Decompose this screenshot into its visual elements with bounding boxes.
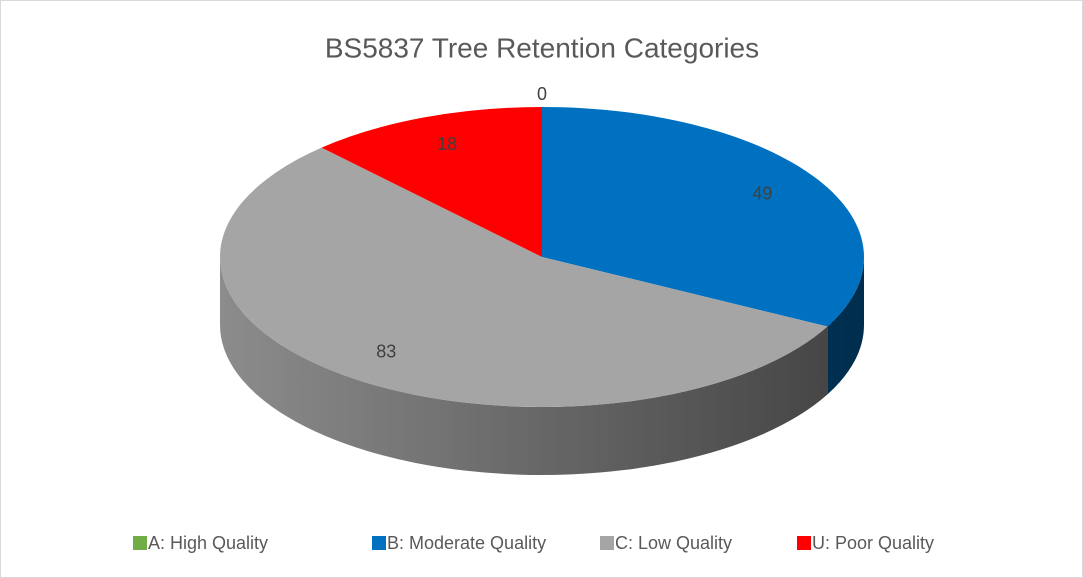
slice: [542, 107, 865, 327]
legend-swatch: [797, 536, 811, 550]
legend-label: U: Poor Quality: [812, 533, 934, 553]
data-label: 83: [376, 341, 396, 361]
data-label: 49: [752, 184, 772, 204]
legend-label: A: High Quality: [148, 533, 268, 553]
slice: [321, 107, 542, 257]
data-label: 18: [437, 134, 457, 154]
data-label: 0: [537, 84, 547, 104]
slice: [220, 147, 828, 407]
legend-label: C: Low Quality: [615, 533, 732, 553]
legend-swatch: [133, 536, 147, 550]
slice-side: [827, 257, 865, 395]
legend-swatch: [600, 536, 614, 550]
legend-swatch: [372, 536, 386, 550]
legend-label: B: Moderate Quality: [387, 533, 546, 553]
slice-side: [220, 257, 828, 476]
chart-title: BS5837 Tree Retention Categories: [325, 32, 759, 63]
